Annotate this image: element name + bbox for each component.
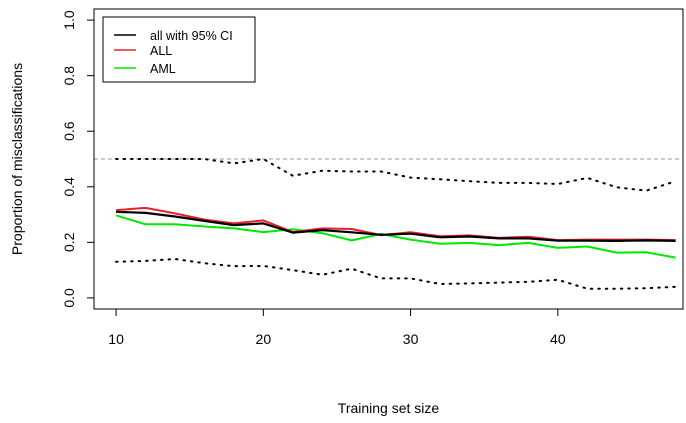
y-tick-label: 0.6 [61,121,77,141]
ci-lower-line [115,257,677,290]
x-tick-label: 20 [256,331,272,347]
x-axis-label: Training set size [338,400,440,416]
ci-layer [115,157,677,290]
y-tick-label: 1.0 [61,10,77,30]
legend: all with 95% CI ALL AML [102,16,256,83]
axis-layer: 10 20 30 40 0.0 0.2 0.4 0.6 0.8 1.0 [61,10,566,347]
legend-label-all: all with 95% CI [150,29,233,43]
series-layer [115,206,676,259]
ci-upper-line [115,157,677,192]
legend-label-aml: AML [150,62,176,76]
x-tick-label: 10 [108,331,124,347]
y-axis-label: Proportion of misclassifications [9,63,25,255]
series-all-line [116,210,676,242]
y-tick-label: 0.4 [61,177,77,197]
series-aml-line [115,214,676,259]
y-tick-label: 0.8 [61,66,77,86]
x-tick-label: 30 [403,331,419,347]
legend-label-all-type: ALL [150,44,172,58]
x-tick-label: 40 [550,331,566,347]
y-tick-label: 0.2 [61,232,77,252]
y-tick-label: 0.0 [61,288,77,308]
